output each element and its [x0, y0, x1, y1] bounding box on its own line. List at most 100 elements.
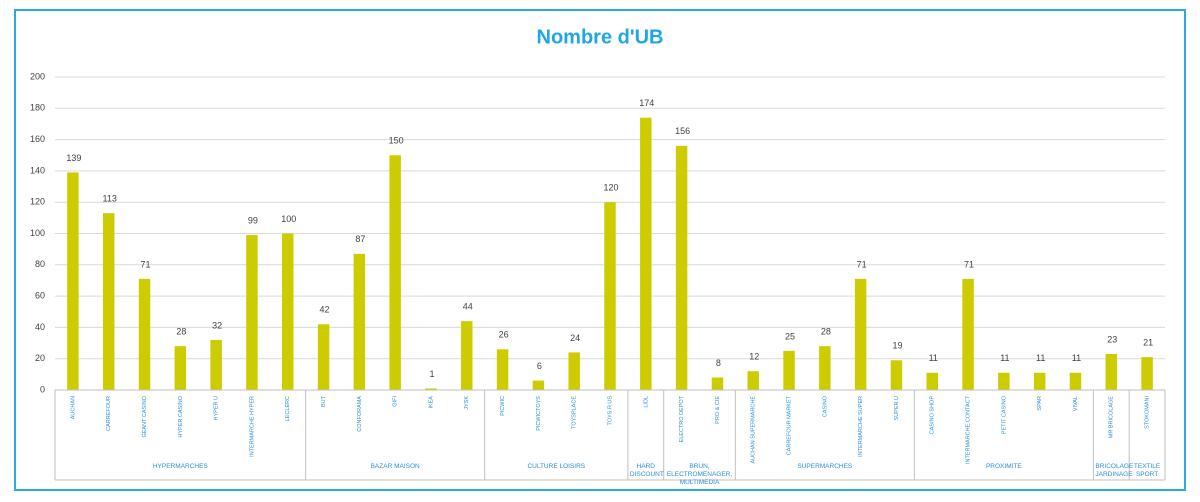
x-tick-label: HYPER CASINO	[178, 395, 184, 437]
x-tick-label: LECLERC	[285, 396, 291, 421]
x-tick-label: PETIT CASINO	[1001, 395, 1007, 434]
y-tick-label: 20	[35, 353, 45, 363]
x-tick-label: IKEA	[428, 396, 434, 409]
group-label: HARD DISCOUNT	[629, 463, 664, 478]
data-label: 156	[675, 126, 690, 136]
chart-title: Nombre d'UB	[537, 26, 664, 48]
bar	[640, 117, 652, 390]
y-tick-label: 60	[35, 290, 45, 300]
data-label: 28	[176, 327, 186, 337]
group-label: BRUN, ELECTROMENAGER, MULTIMEDIA	[666, 463, 733, 486]
x-tick-label: INTERMARCHE SUPER	[858, 396, 864, 457]
bar	[711, 377, 724, 390]
data-label: 174	[639, 98, 654, 108]
data-label: 11	[929, 353, 938, 363]
y-tick-label: 140	[30, 165, 45, 175]
x-tick-label: CARREFOUR MARKET	[786, 395, 792, 455]
data-label: 32	[212, 320, 222, 330]
data-label: 71	[141, 259, 151, 269]
group-label: PROXIMITE	[985, 463, 1022, 470]
x-tick-label: AUCHAN	[70, 396, 76, 419]
data-label: 150	[389, 136, 404, 146]
y-tick-label: 80	[35, 259, 45, 269]
x-tick-label: CARREFOUR	[106, 396, 112, 431]
bar	[1069, 372, 1082, 390]
x-tick-label: PICWICTOYS	[536, 396, 542, 431]
x-tick-label: JYSK	[464, 396, 470, 410]
data-label: 42	[320, 305, 330, 315]
group-label: SUPERMARCHES	[797, 463, 853, 470]
data-label: 24	[570, 333, 580, 343]
x-tick-label: SUPER U	[894, 396, 900, 420]
data-label: 100	[281, 214, 296, 224]
data-label: 11	[1072, 353, 1081, 363]
bar	[890, 360, 903, 390]
data-label: 12	[749, 352, 759, 362]
bar	[67, 172, 79, 390]
x-tick-label: CONFORAMA	[357, 396, 363, 432]
data-label: 71	[964, 259, 974, 269]
bar	[389, 155, 401, 390]
y-tick-label: 40	[35, 322, 45, 332]
x-tick-label: BUT	[321, 395, 327, 407]
group-label: BRICOLAGE JARDINAGE	[1095, 463, 1134, 478]
data-label: 25	[785, 331, 795, 341]
x-tick-label: LIDL	[643, 396, 649, 408]
x-tick-label: GEANT CASINO	[142, 395, 148, 437]
bar	[998, 372, 1010, 390]
bar	[461, 321, 473, 390]
data-label: 11	[1036, 353, 1045, 363]
bar	[1141, 357, 1153, 390]
bar	[1105, 354, 1118, 390]
data-label: 11	[1000, 353, 1009, 363]
bar	[926, 372, 938, 390]
data-label: 8	[716, 358, 721, 368]
data-label: 139	[66, 153, 81, 163]
data-label: 120	[603, 183, 618, 193]
bar	[604, 202, 616, 390]
bar	[532, 380, 545, 390]
data-label: 26	[499, 330, 509, 340]
x-tick-label: CASINO	[822, 395, 828, 417]
group-label: BAZAR MAISON	[370, 463, 420, 470]
x-tick-label: TOYS R US	[607, 396, 613, 426]
x-tick-label: VIVAL	[1073, 396, 1079, 411]
bar	[675, 145, 688, 390]
frame	[14, 9, 1186, 491]
bar	[854, 278, 867, 390]
x-tick-label: AUCHAN SUPERMARCHE	[751, 396, 757, 464]
bar	[962, 278, 974, 390]
bar	[568, 352, 580, 390]
bar	[246, 235, 258, 390]
y-tick-label: 160	[30, 134, 45, 144]
x-tick-label: PICWIC	[500, 396, 506, 416]
data-label: 99	[248, 215, 258, 225]
bar	[353, 253, 366, 390]
x-tick-label: GIFI	[393, 396, 399, 407]
x-tick-label: HYPER U	[214, 396, 220, 420]
x-tick-label: TOYSPLACE	[572, 396, 578, 429]
y-tick-label: 120	[30, 197, 45, 207]
data-label: 113	[103, 194, 117, 204]
bar	[317, 324, 330, 390]
bar	[425, 388, 437, 390]
x-tick-label: CASINO SHOP	[930, 396, 936, 435]
x-tick-label: SPAR	[1037, 396, 1043, 411]
bar	[102, 213, 115, 390]
data-label: 1	[429, 369, 434, 379]
bar	[496, 349, 509, 390]
data-label: 87	[355, 234, 365, 244]
bar	[210, 339, 222, 390]
y-tick-label: 100	[30, 228, 45, 238]
bar	[282, 233, 294, 390]
x-tick-label: INTERMARCHE CONTACT	[966, 395, 972, 464]
y-tick-label: 200	[30, 71, 45, 81]
bar	[174, 346, 187, 390]
bar	[819, 346, 831, 390]
data-label: 44	[463, 302, 473, 312]
group-label: CULTURE LOISIRS	[527, 463, 586, 470]
x-tick-label: INTERMARCHE HYPER	[249, 396, 255, 457]
data-label: 6	[537, 361, 542, 371]
data-label: 21	[1143, 338, 1153, 348]
